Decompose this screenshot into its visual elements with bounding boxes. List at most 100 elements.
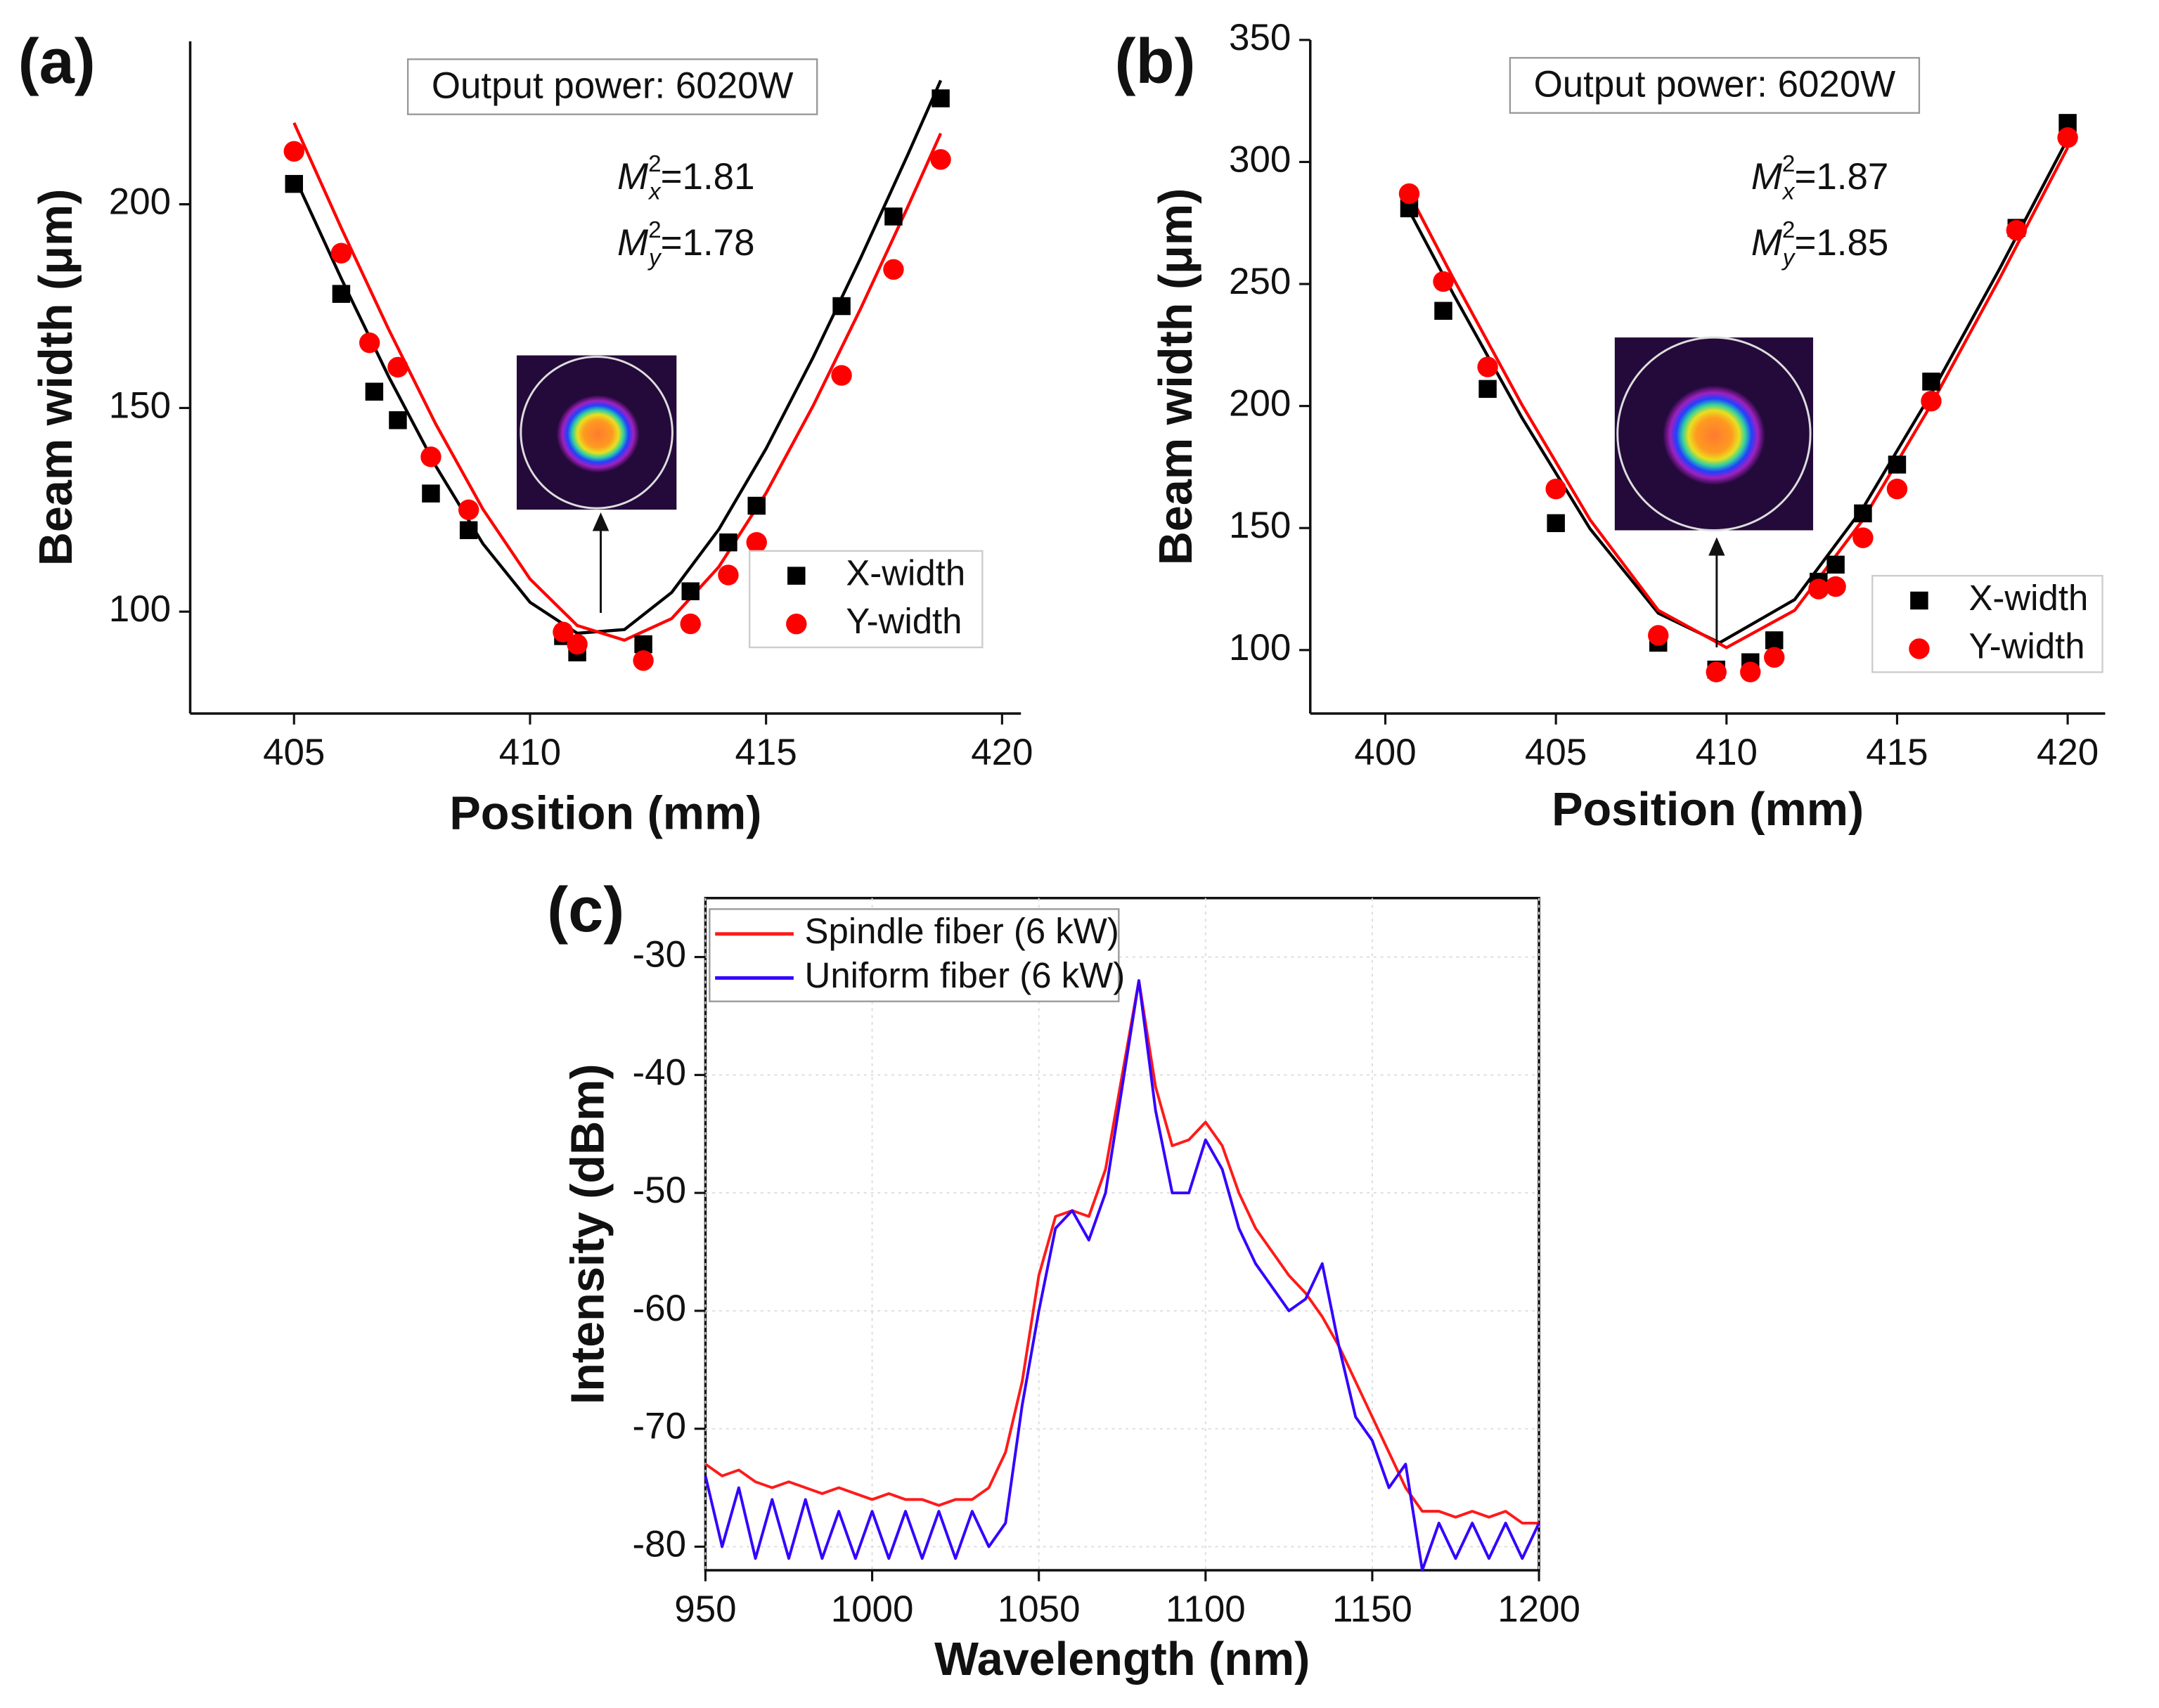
y-tick-label: 200 [1229, 383, 1291, 425]
legend-label: Y-width [846, 601, 962, 641]
marker-square [285, 174, 303, 193]
annotation-box [406, 58, 818, 115]
marker-square [1434, 302, 1452, 320]
panel-label: (a) [18, 26, 96, 97]
legend-label: X-width [846, 553, 965, 593]
panel-label: (c) [547, 874, 624, 945]
marker-circle [633, 650, 654, 671]
marker-square [365, 382, 384, 401]
x-tick-label: 1050 [998, 1589, 1081, 1630]
m-sub: y [647, 245, 662, 271]
marker-square [459, 521, 478, 540]
marker-circle [330, 242, 352, 264]
marker-circle [2006, 219, 2028, 241]
marker-circle [420, 446, 442, 467]
marker-circle [1808, 578, 1829, 600]
x-tick-label: 410 [499, 732, 561, 773]
legend-label: X-width [1968, 578, 2088, 618]
m-sup: 2 [1782, 151, 1796, 177]
legend-marker [786, 614, 807, 635]
legend-label: Uniform fiber (6 kW) [805, 955, 1126, 995]
marker-circle [1398, 183, 1420, 205]
marker-circle [387, 356, 408, 378]
marker-circle [1477, 356, 1498, 377]
marker-square [1826, 555, 1845, 574]
inset-b [1614, 336, 1814, 648]
marker-square [332, 285, 351, 303]
marker-square [1765, 631, 1784, 649]
spectrum-line [704, 979, 1540, 1572]
annotation-box [1509, 57, 1921, 114]
y-tick-label: -80 [633, 1523, 686, 1565]
marker-square [1478, 380, 1497, 399]
beam-quality: M2 y=1.85 [1751, 217, 1889, 271]
marker-circle [718, 564, 739, 585]
y-axis-label: Beam width (μm) [30, 189, 82, 567]
x-tick-label: 1150 [1332, 1589, 1412, 1630]
y-tick-label: 200 [109, 181, 171, 223]
x-tick-label: 415 [1866, 732, 1928, 773]
marker-circle [283, 141, 304, 162]
y-tick-label: 300 [1229, 138, 1291, 180]
fit-curve [292, 79, 943, 635]
marker-circle [1433, 271, 1454, 292]
marker-square [681, 582, 700, 600]
annotation: Output power: 6020W [1534, 63, 1896, 105]
y-tick-label: 250 [1229, 261, 1291, 302]
marker-circle [883, 259, 904, 280]
spectrum-line [704, 979, 1540, 1525]
m-sub: x [1781, 179, 1796, 205]
x-axis-label: Wavelength (nm) [934, 1633, 1310, 1686]
marker-circle [930, 149, 951, 170]
m-symbol: M [1751, 222, 1783, 264]
legend-box [709, 908, 1120, 1002]
marker-circle [680, 613, 701, 635]
m-sub: y [1781, 245, 1796, 271]
marker-circle [1921, 390, 1942, 412]
marker-square [422, 484, 440, 503]
m-sup: 2 [648, 151, 662, 177]
marker-square [1888, 455, 1907, 474]
x-tick-label: 950 [674, 1589, 736, 1630]
marker-square [1854, 504, 1872, 523]
marker-circle [1764, 647, 1785, 668]
marker-circle [1825, 576, 1846, 597]
marker-circle [1852, 527, 1874, 548]
marker-circle [1740, 661, 1761, 682]
legend-label: Y-width [1968, 626, 2084, 666]
legend-marker [787, 567, 806, 585]
x-tick-label: 415 [735, 732, 797, 773]
panel-label: (b) [1114, 26, 1195, 97]
marker-square [389, 411, 407, 429]
marker-square [884, 207, 903, 226]
marker-circle [746, 531, 767, 553]
x-tick-label: 420 [2037, 732, 2099, 773]
x-tick-label: 420 [971, 732, 1033, 773]
marker-circle [359, 332, 380, 354]
y-axis-label: Beam width (μm) [1150, 188, 1202, 566]
beam-quality: M2 y=1.78 [617, 217, 755, 271]
m-symbol: M [617, 222, 649, 264]
x-tick-label: 400 [1354, 732, 1416, 773]
marker-circle [458, 499, 479, 521]
inset-a [516, 355, 677, 614]
marker-circle [553, 621, 574, 642]
marker-circle [2057, 127, 2078, 148]
legend-marker [1909, 638, 1930, 659]
m-sup: 2 [648, 217, 662, 243]
beam-quality: M2 x=1.87 [1751, 151, 1889, 205]
marker-square [1547, 514, 1565, 533]
x-tick-label: 1000 [831, 1589, 914, 1630]
m-sub: x [647, 179, 662, 205]
m-value: =1.78 [661, 222, 755, 264]
marker-circle [1886, 478, 1908, 500]
marker-square [719, 533, 737, 552]
y-tick-label: -70 [633, 1406, 686, 1447]
marker-circle [1648, 625, 1669, 646]
y-tick-label: -30 [633, 934, 686, 976]
marker-circle [831, 365, 852, 386]
legend-label: Spindle fiber (6 kW) [805, 911, 1119, 951]
y-tick-label: 100 [1229, 627, 1291, 668]
marker-circle [1706, 661, 1727, 682]
